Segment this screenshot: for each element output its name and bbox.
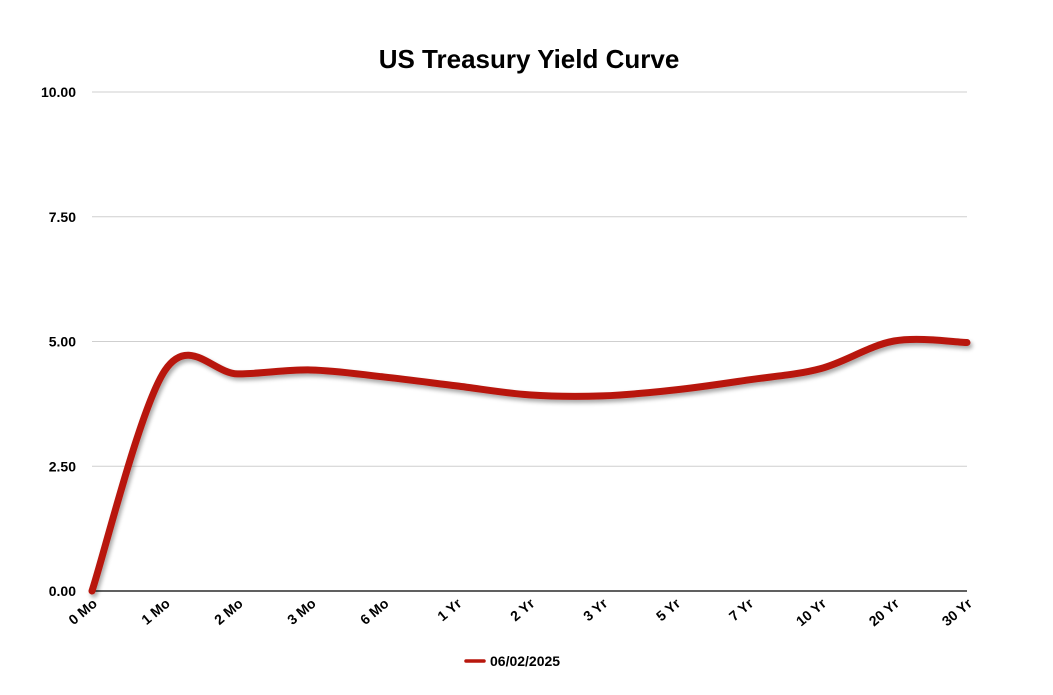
x-tick-label: 7 Yr bbox=[726, 595, 757, 624]
data-point bbox=[453, 382, 460, 389]
data-point bbox=[818, 365, 825, 372]
data-point bbox=[891, 338, 898, 345]
y-axis-ticks: 0.00 2.50 5.00 7.50 10.00 bbox=[41, 84, 76, 599]
data-point bbox=[234, 370, 241, 377]
legend: 06/02/2025 bbox=[464, 653, 560, 669]
x-tick-label: 2 Mo bbox=[211, 595, 246, 628]
y-tick-label: 10.00 bbox=[41, 84, 76, 100]
data-point bbox=[380, 373, 387, 380]
series-layer bbox=[88, 335, 971, 595]
legend-label: 06/02/2025 bbox=[490, 653, 560, 669]
x-tick-label: 3 Mo bbox=[284, 595, 319, 628]
x-tick-label: 3 Yr bbox=[580, 595, 611, 624]
y-tick-label: 2.50 bbox=[49, 458, 76, 474]
data-point bbox=[672, 386, 679, 393]
x-axis-ticks: 0 Mo 1 Mo 2 Mo 3 Mo 6 Mo 1 Yr 2 Yr 3 Yr 5 Yr 7 Yr… bbox=[65, 595, 975, 629]
x-tick-label: 6 Mo bbox=[357, 595, 392, 628]
x-tick-label: 2 Yr bbox=[507, 595, 538, 624]
x-tick-label: 5 Yr bbox=[653, 595, 684, 624]
y-tick-label: 0.00 bbox=[49, 583, 76, 599]
data-point bbox=[307, 366, 314, 373]
x-tick-label: 20 Yr bbox=[866, 595, 903, 629]
x-tick-label: 0 Mo bbox=[65, 595, 100, 628]
y-tick-label: 7.50 bbox=[49, 209, 76, 225]
data-point bbox=[964, 339, 971, 346]
x-tick-label: 1 Yr bbox=[434, 595, 465, 624]
data-point bbox=[526, 391, 533, 398]
data-point bbox=[89, 588, 96, 595]
y-tick-label: 5.00 bbox=[49, 334, 76, 350]
data-point bbox=[745, 376, 752, 383]
data-point bbox=[161, 367, 168, 374]
x-tick-label: 1 Mo bbox=[138, 595, 173, 628]
chart-title: US Treasury Yield Curve bbox=[379, 44, 680, 74]
data-point bbox=[599, 392, 606, 399]
gridlines bbox=[92, 91, 967, 592]
x-tick-label: 30 Yr bbox=[939, 595, 976, 629]
x-tick-label: 10 Yr bbox=[793, 595, 830, 629]
series-line bbox=[88, 335, 971, 595]
